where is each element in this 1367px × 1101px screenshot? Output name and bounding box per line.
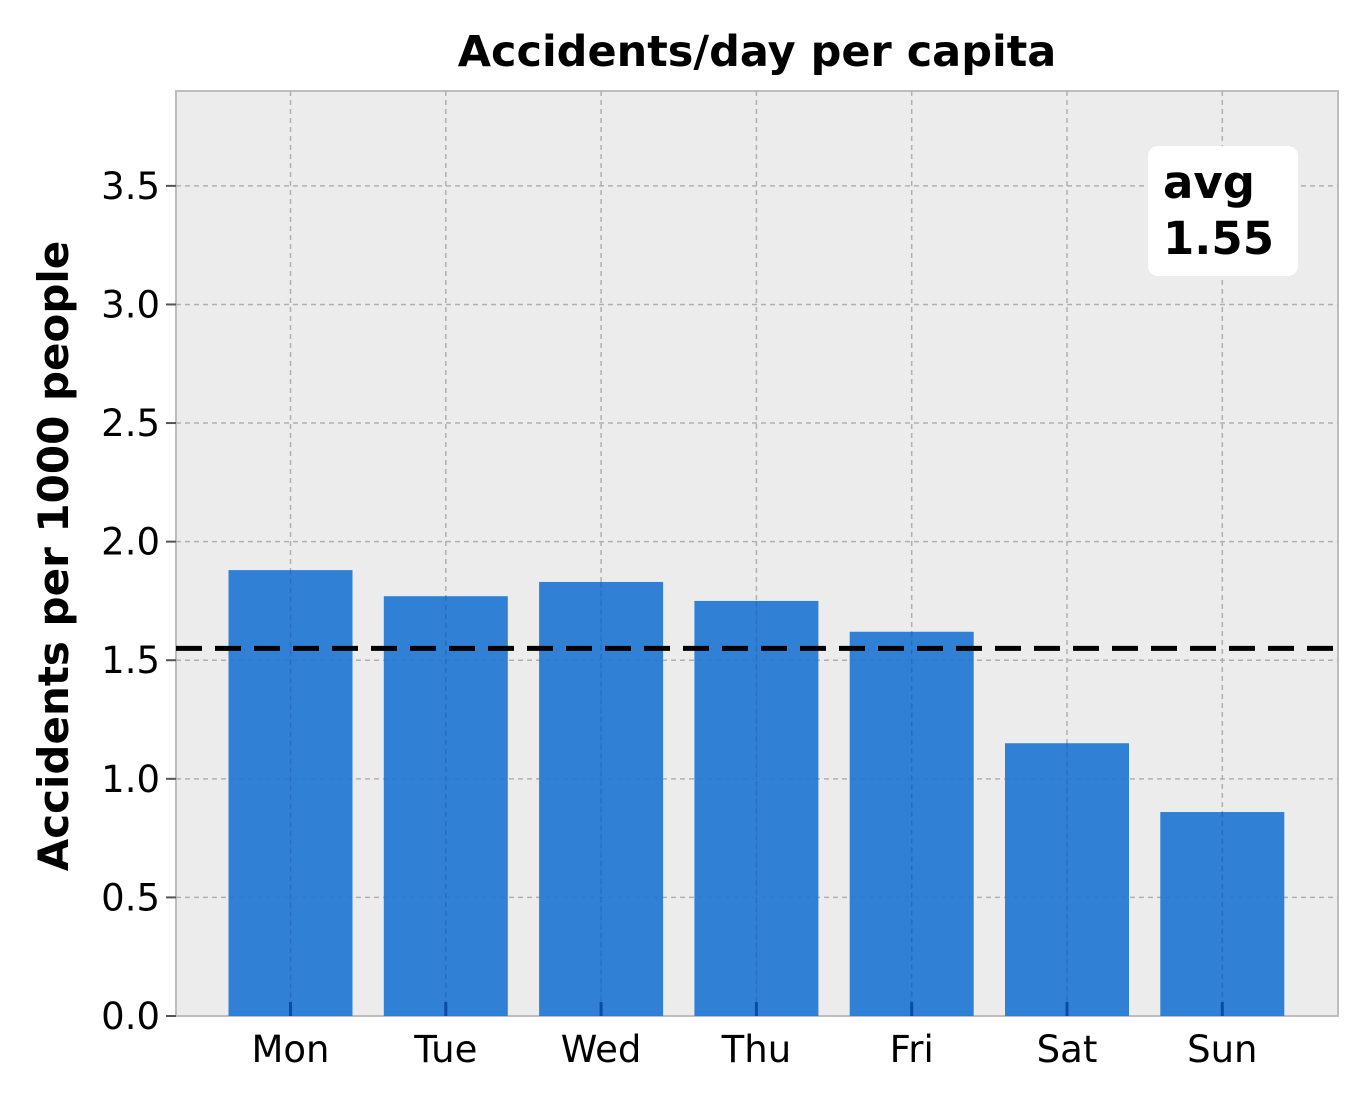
bar-wed	[539, 581, 664, 1016]
x-axis: Mon Tue Wed Thu Fri Sat Sun	[251, 1002, 1257, 1071]
bar-sat	[1005, 743, 1129, 1016]
avg-annotation: avg 1.55	[1148, 146, 1298, 276]
x-tick-label: Sat	[1037, 1028, 1098, 1071]
x-tick-label: Tue	[413, 1028, 477, 1071]
avg-annotation-box	[1148, 146, 1298, 276]
y-tick-label: 1.0	[101, 758, 160, 801]
y-tick-label: 0.5	[101, 876, 160, 919]
x-tick-label: Wed	[561, 1028, 642, 1071]
y-tick-label: 3.5	[101, 165, 160, 208]
bar-thu	[694, 600, 819, 1016]
bar-tue	[383, 596, 508, 1016]
y-axis-label: Accidents per 1000 people	[29, 241, 78, 872]
y-axis: 0.0 0.5 1.0 1.5 2.0 2.5 3.0 3.5	[101, 165, 176, 1038]
x-tick-label: Mon	[251, 1028, 329, 1071]
avg-annotation-value: 1.55	[1163, 212, 1274, 265]
bar-fri	[849, 631, 974, 1016]
y-tick-label: 3.0	[101, 283, 160, 326]
y-tick-label: 1.5	[101, 639, 160, 682]
x-tick-label: Thu	[721, 1028, 792, 1071]
bar-sun	[1160, 812, 1285, 1016]
bars-group	[228, 570, 1285, 1016]
x-tick-label: Sun	[1187, 1028, 1257, 1071]
y-tick-label: 2.5	[101, 402, 160, 445]
y-tick-label: 2.0	[101, 521, 160, 564]
chart-title: Accidents/day per capita	[458, 27, 1057, 77]
x-tick-label: Fri	[890, 1028, 934, 1071]
y-tick-label: 0.0	[101, 995, 160, 1038]
avg-annotation-label: avg	[1163, 156, 1255, 209]
bar-mon	[228, 570, 353, 1016]
